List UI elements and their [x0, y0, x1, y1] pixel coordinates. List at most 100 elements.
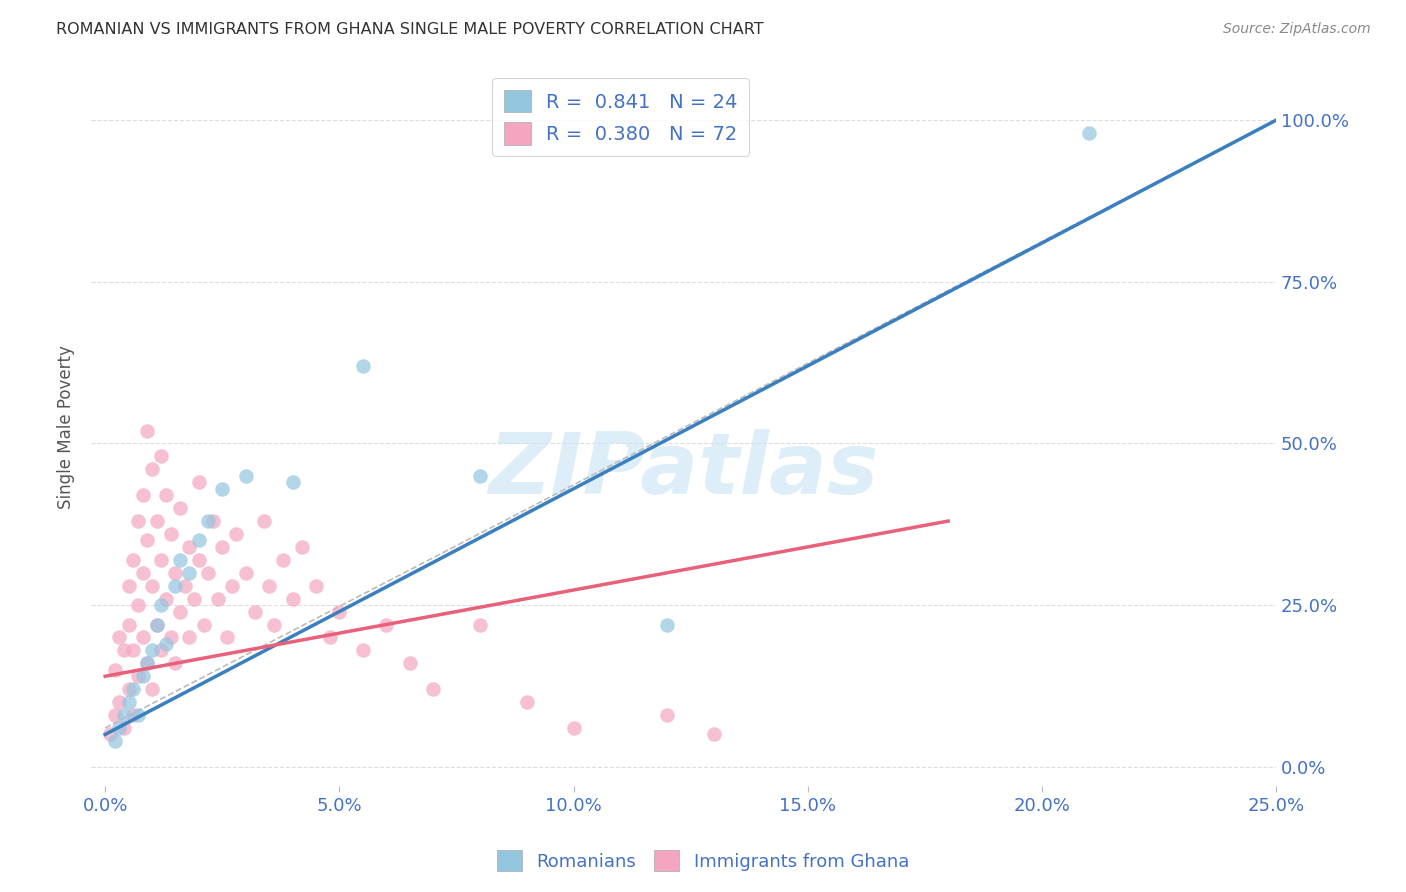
Point [141, 643, 163, 657]
Point [127, 598, 149, 612]
Point [112, 721, 135, 735]
Point [169, 501, 191, 516]
Point [179, 540, 201, 554]
Point [165, 566, 187, 580]
Text: ROMANIAN VS IMMIGRANTS FROM GHANA SINGLE MALE POVERTY CORRELATION CHART: ROMANIAN VS IMMIGRANTS FROM GHANA SINGLE… [56, 22, 763, 37]
Point [131, 631, 153, 645]
Point [183, 591, 205, 606]
Point [197, 514, 219, 528]
Point [136, 424, 159, 438]
Point [108, 695, 131, 709]
Point [221, 579, 243, 593]
Point [169, 553, 191, 567]
Point [112, 708, 135, 723]
Point [122, 643, 145, 657]
Point [235, 468, 257, 483]
Point [468, 617, 491, 632]
Point [215, 631, 238, 645]
Point [127, 669, 149, 683]
Point [271, 553, 294, 567]
Point [562, 721, 585, 735]
Point [103, 663, 125, 677]
Point [127, 708, 149, 723]
Point [145, 617, 167, 632]
Point [117, 682, 139, 697]
Point [657, 708, 679, 723]
Point [155, 637, 177, 651]
Point [235, 566, 257, 580]
Point [225, 527, 247, 541]
Legend: Romanians, Immigrants from Ghana: Romanians, Immigrants from Ghana [489, 843, 917, 879]
Point [131, 669, 153, 683]
Point [131, 566, 153, 580]
Point [103, 708, 125, 723]
Point [319, 631, 342, 645]
Point [117, 579, 139, 593]
Point [112, 643, 135, 657]
Point [103, 734, 125, 748]
Point [422, 682, 444, 697]
Point [398, 657, 420, 671]
Point [150, 598, 173, 612]
Point [155, 488, 177, 502]
Point [352, 359, 374, 373]
Point [1077, 126, 1099, 140]
Point [169, 605, 191, 619]
Text: ZIPatlas: ZIPatlas [488, 429, 879, 512]
Point [155, 591, 177, 606]
Point [257, 579, 280, 593]
Point [127, 514, 149, 528]
Point [136, 533, 159, 548]
Point [253, 514, 276, 528]
Point [122, 708, 145, 723]
Point [193, 617, 215, 632]
Legend: R =  0.841   N = 24, R =  0.380   N = 72: R = 0.841 N = 24, R = 0.380 N = 72 [492, 78, 749, 156]
Point [263, 617, 285, 632]
Point [207, 591, 229, 606]
Point [141, 462, 163, 476]
Point [211, 540, 233, 554]
Point [159, 527, 181, 541]
Point [201, 514, 224, 528]
Point [136, 657, 159, 671]
Point [122, 682, 145, 697]
Point [108, 721, 131, 735]
Point [165, 579, 187, 593]
Point [375, 617, 398, 632]
Point [243, 605, 266, 619]
Point [159, 631, 181, 645]
Point [291, 540, 314, 554]
Point [187, 533, 209, 548]
Point [187, 553, 209, 567]
Point [657, 617, 679, 632]
Point [281, 475, 304, 490]
Point [516, 695, 538, 709]
Point [281, 591, 304, 606]
Point [187, 475, 209, 490]
Point [468, 468, 491, 483]
Point [328, 605, 350, 619]
Point [179, 566, 201, 580]
Point [150, 643, 173, 657]
Point [141, 579, 163, 593]
Point [136, 657, 159, 671]
Point [352, 643, 374, 657]
Point [173, 579, 195, 593]
Point [117, 617, 139, 632]
Point [117, 695, 139, 709]
Point [305, 579, 328, 593]
Point [122, 553, 145, 567]
Point [197, 566, 219, 580]
Point [141, 682, 163, 697]
Point [179, 631, 201, 645]
Point [211, 482, 233, 496]
Point [150, 450, 173, 464]
Point [131, 488, 153, 502]
Point [145, 514, 167, 528]
Point [703, 727, 725, 741]
Y-axis label: Single Male Poverty: Single Male Poverty [58, 345, 75, 509]
Point [165, 657, 187, 671]
Text: Source: ZipAtlas.com: Source: ZipAtlas.com [1223, 22, 1371, 37]
Point [108, 631, 131, 645]
Point [98, 727, 121, 741]
